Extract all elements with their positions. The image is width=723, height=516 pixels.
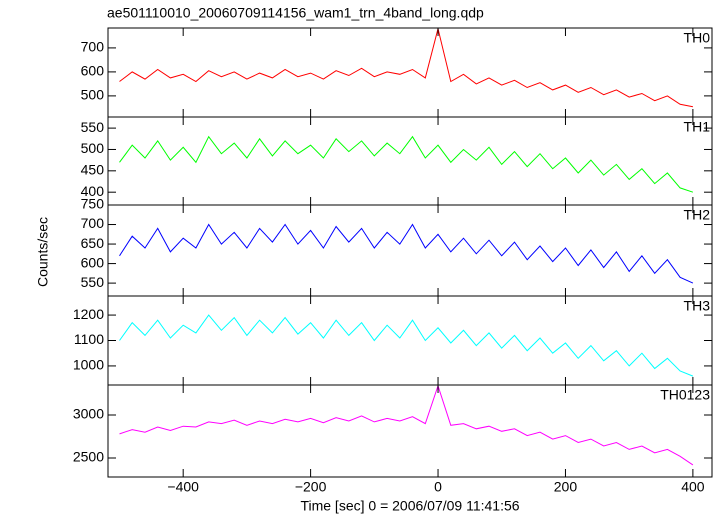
y-tick-label: 500 <box>81 87 105 103</box>
x-tick-label: 0 <box>434 479 442 495</box>
panel-label: TH0123 <box>660 387 710 403</box>
y-tick-label: 1000 <box>73 357 104 373</box>
x-axis-label: Time [sec] 0 = 2006/07/09 11:41:56 <box>300 498 519 514</box>
y-tick-label: 500 <box>81 140 105 156</box>
x-tick-label: 200 <box>554 479 578 495</box>
x-tick-label: −400 <box>167 479 199 495</box>
light-curve <box>119 314 694 377</box>
y-tick-label: 2500 <box>73 449 104 465</box>
light-curve <box>119 223 694 284</box>
panel-label: TH0 <box>684 30 711 46</box>
y-tick-label: 400 <box>81 183 105 199</box>
panel-frame <box>107 384 713 478</box>
y-tick-label: 750 <box>81 196 105 212</box>
panel-frame <box>107 295 713 386</box>
y-tick-label: 550 <box>81 119 105 135</box>
y-tick-label: 600 <box>81 63 105 79</box>
light-curve <box>119 384 694 466</box>
y-axis-label: Counts/sec <box>35 217 51 287</box>
y-tick-label: 600 <box>81 254 105 270</box>
panel-label: TH3 <box>684 298 711 314</box>
chart-title: ae501110010_20060709114156_wam1_trn_4ban… <box>107 5 484 21</box>
y-tick-label: 1100 <box>74 331 104 347</box>
panel-label: TH2 <box>684 207 711 223</box>
y-tick-label: 1200 <box>73 306 104 322</box>
panel-frame <box>107 116 713 206</box>
y-tick-label: 450 <box>81 162 105 178</box>
y-tick-label: 3000 <box>73 406 104 422</box>
y-tick-label: 700 <box>81 39 105 55</box>
y-tick-label: 700 <box>81 215 105 231</box>
x-tick-label: −200 <box>295 479 327 495</box>
panel-label: TH1 <box>684 119 711 135</box>
light-curve <box>119 135 694 193</box>
y-tick-label: 550 <box>81 274 105 290</box>
y-tick-label: 650 <box>81 235 105 251</box>
panel-frame <box>107 27 713 118</box>
x-tick-label: 400 <box>681 479 705 495</box>
panel-frame <box>107 204 713 297</box>
light-curve <box>119 28 693 108</box>
